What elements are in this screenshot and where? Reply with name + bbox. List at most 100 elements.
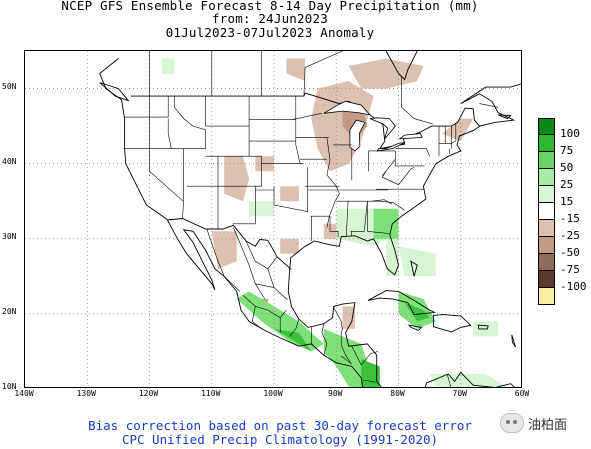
dry-anomaly-oklahoma [280, 186, 299, 202]
lon-axis-label: 120W [138, 389, 159, 398]
state-border [350, 201, 368, 237]
legend-label: 100 [560, 127, 580, 140]
border-us-canada [130, 92, 480, 150]
lat-axis-label: 50N [2, 81, 17, 91]
legend-swatch [538, 288, 555, 305]
island-hispaniola [432, 314, 472, 333]
state-border [167, 118, 172, 149]
legend-label: -50 [560, 246, 580, 259]
wet-anomaly-new-mexico [249, 201, 274, 217]
lon-axis-label: 130W [76, 389, 96, 398]
mexico-state-border [255, 283, 275, 288]
mexico-state-border [233, 227, 265, 300]
lat-axis-label: 20N [2, 306, 17, 316]
state-border [395, 148, 430, 157]
mexico-state-border [362, 379, 376, 383]
wet-anomaly-florida [386, 238, 399, 277]
state-border [124, 96, 169, 118]
legend-swatch [538, 118, 555, 135]
legend-swatch [538, 169, 555, 186]
mexico-state-border [206, 228, 241, 292]
state-border [232, 186, 256, 225]
lat-axis-label: 40N [2, 156, 17, 166]
wet-anomaly-east-cuba [404, 302, 430, 322]
mexico-state-border [245, 240, 278, 270]
island-bahamas [410, 260, 418, 277]
legend-label: 15 [560, 195, 574, 208]
dry-anomaly-midwest [311, 81, 374, 172]
dry-anomaly-manitoba [286, 58, 306, 81]
province-border [401, 77, 433, 125]
footer-climatology-note: CPC Unified Precip Climatology (1991-202… [121, 432, 439, 447]
lon-axis-label: 100W [263, 389, 283, 398]
legend-swatch [538, 254, 555, 271]
island-puerto-rico [477, 324, 489, 330]
lat-axis-label: 30N [2, 231, 17, 241]
map-canvas [25, 51, 521, 387]
mexico-state-border [321, 323, 328, 356]
lon-axis-label: 140W [14, 389, 34, 398]
border-colombia-venezuela [446, 373, 452, 387]
map-from-date: from: 24Jun2023 [212, 11, 328, 26]
island-vancouver [99, 82, 130, 102]
province-border [479, 103, 499, 108]
legend-swatch [538, 237, 555, 254]
coastline-atlantic [287, 83, 521, 387]
lake-superior [323, 100, 371, 116]
state-border [326, 137, 340, 228]
lake-huron [369, 117, 396, 140]
map-panel [24, 50, 522, 388]
dry-anomaly-yucatan [342, 306, 355, 329]
footer-bias-note: Bias correction based on past 30-day for… [88, 418, 472, 433]
state-border [182, 148, 184, 219]
lake-michigan [349, 119, 366, 152]
legend-label: 75 [560, 144, 574, 157]
chat-bubble-icon [500, 413, 524, 433]
legend-swatch [538, 271, 555, 288]
island-jamaica [407, 324, 423, 331]
wet-anomaly-venezuela [429, 374, 508, 387]
dry-anomaly-ontario [348, 58, 424, 89]
state-border [273, 186, 309, 212]
state-border [329, 216, 339, 238]
mexico-state-border [332, 306, 343, 331]
island-pei [497, 114, 512, 120]
legend-label: -100 [560, 280, 587, 293]
lon-axis-label: 60W [514, 389, 530, 398]
mexico-state-border [251, 306, 262, 330]
legend-swatch [538, 220, 555, 237]
legend-label: 50 [560, 161, 574, 174]
state-border [367, 201, 390, 234]
mexico-state-border [267, 268, 288, 300]
lon-axis-label: 80W [390, 389, 405, 398]
lat-axis-label: 10N [2, 382, 17, 391]
legend-swatch [538, 135, 555, 152]
legend-swatch [538, 186, 555, 203]
legend-label: -15 [560, 212, 580, 225]
state-border [336, 200, 405, 211]
province-border [303, 51, 343, 97]
color-legend [538, 118, 556, 305]
state-border [368, 150, 396, 166]
legend-label: -75 [560, 263, 580, 276]
dry-anomaly-colorado [224, 156, 250, 202]
wet-anomaly-nicaragua [361, 359, 380, 387]
island-cuba [367, 290, 437, 316]
coastline-james-bay [385, 51, 418, 81]
lon-axis-label: 70W [452, 389, 467, 398]
dry-anomaly-chihuahua [211, 231, 237, 269]
legend-label: 25 [560, 178, 574, 191]
dry-anomaly-texas [280, 238, 299, 254]
state-border [381, 167, 415, 186]
lake-erie [376, 142, 405, 152]
state-border [295, 96, 301, 164]
legend-swatch [538, 152, 555, 169]
state-border [174, 96, 206, 149]
map-period: 01Jul2023-07Jul2023 Anomaly [165, 25, 375, 40]
lake-ontario [398, 133, 423, 140]
mexico-state-border [351, 346, 379, 366]
wet-anomaly-oaxaca [274, 328, 312, 352]
state-border [292, 113, 322, 120]
mexico-state-border [340, 344, 351, 363]
state-border [149, 148, 184, 202]
